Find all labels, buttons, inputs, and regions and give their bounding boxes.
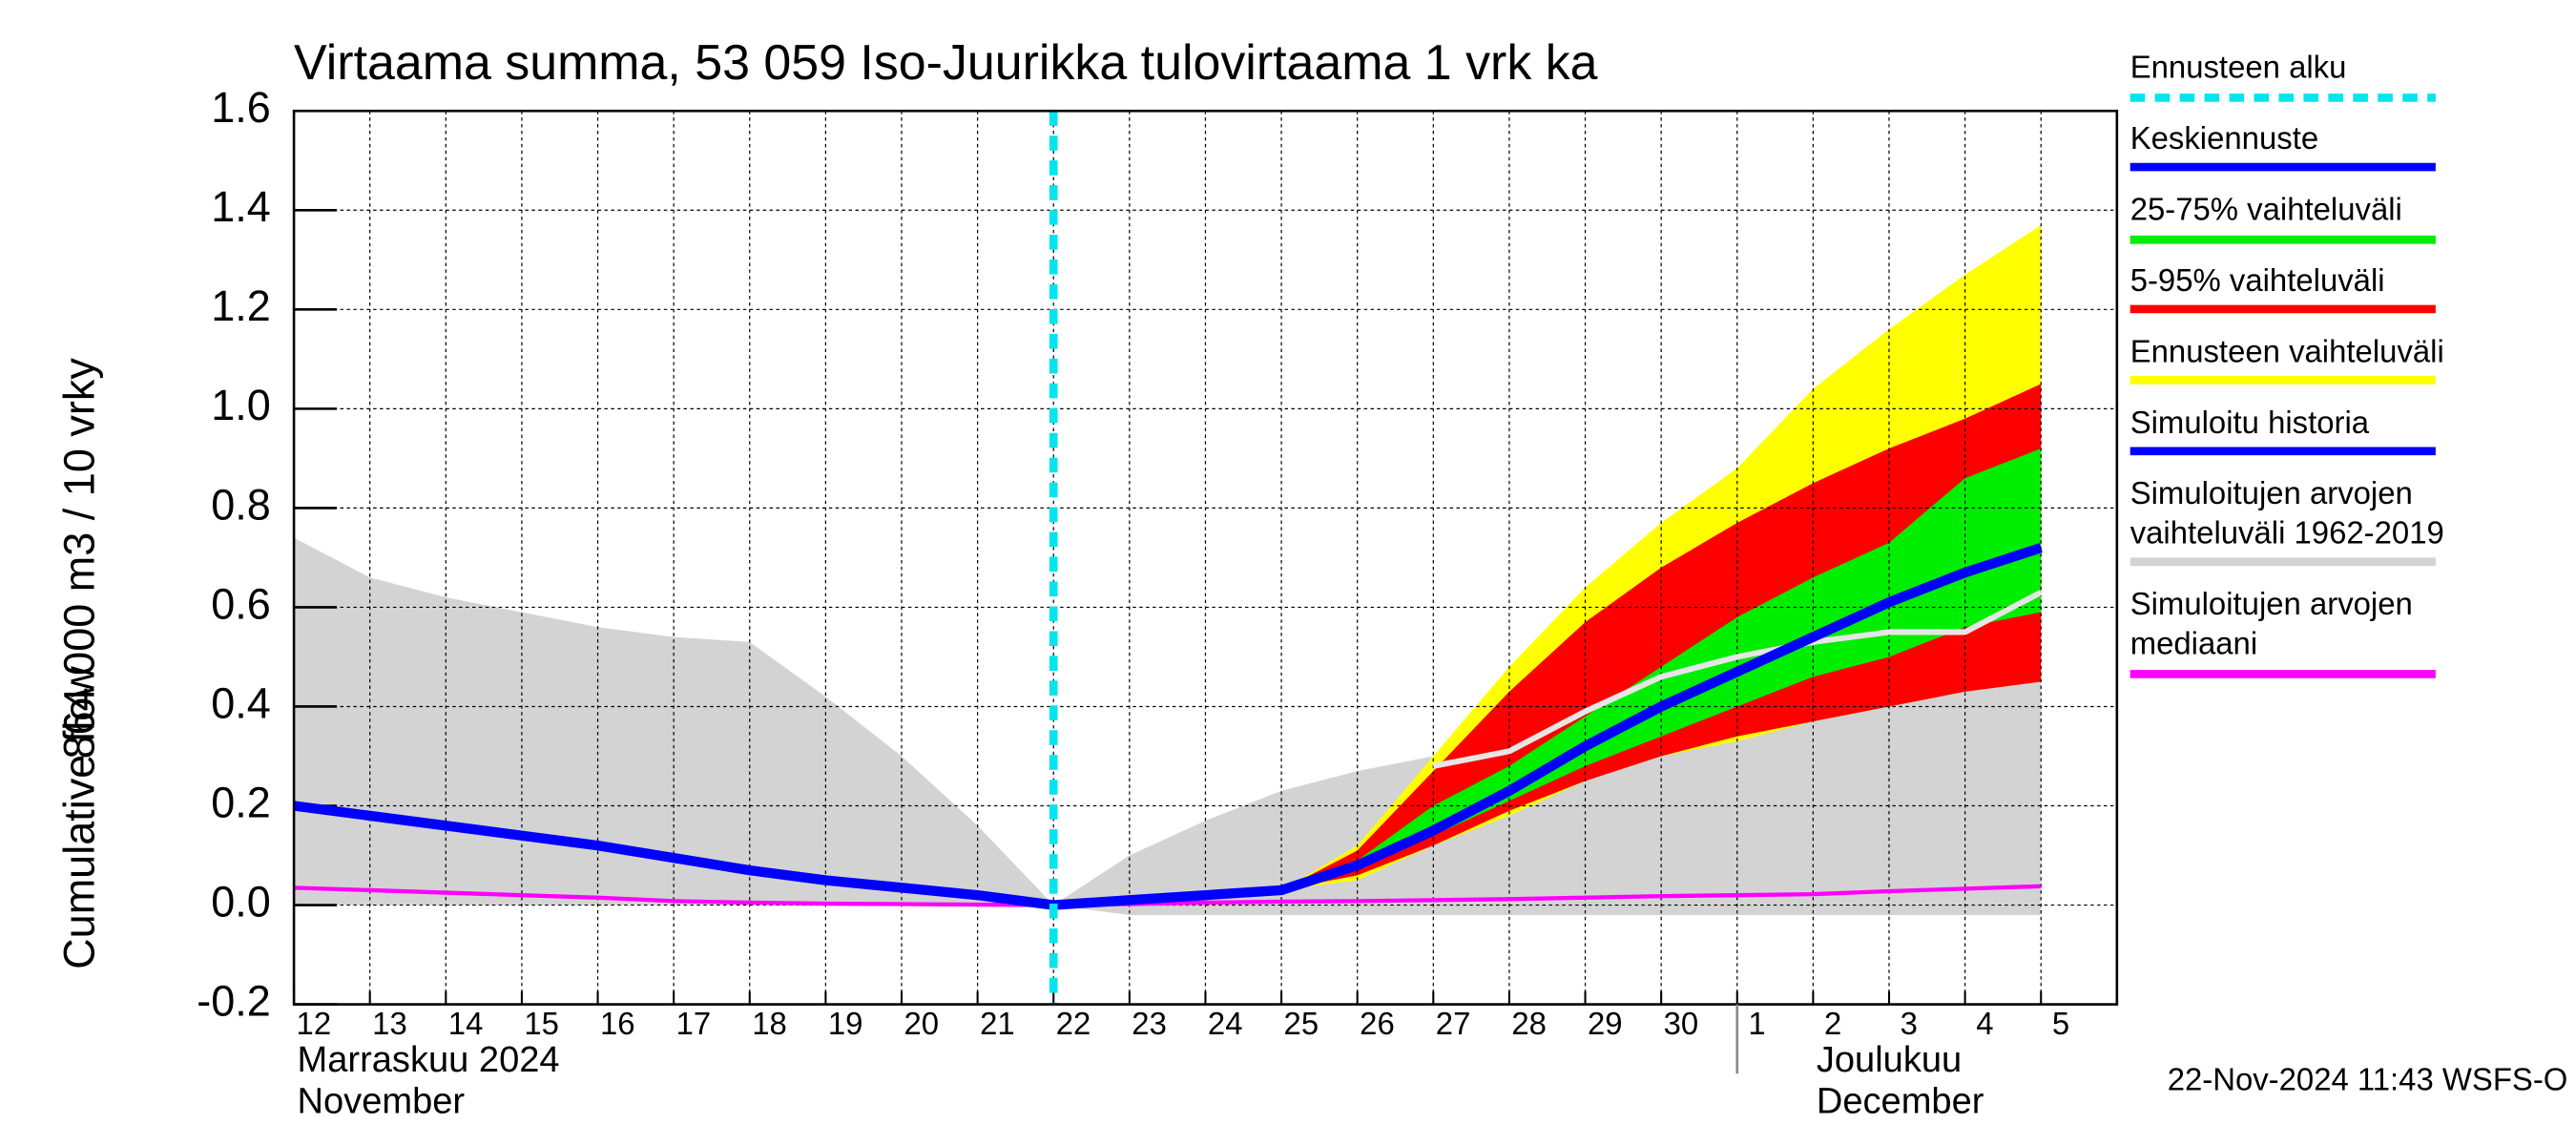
x-tick-label: 17: [676, 1006, 712, 1041]
band: [1281, 448, 2042, 890]
x-tick-label: 18: [752, 1006, 787, 1041]
x-tick-label: 26: [1360, 1006, 1395, 1041]
y-tick-label: 1.6: [211, 83, 271, 132]
x-tick-label: 12: [297, 1006, 332, 1041]
y-tick-label: 1.2: [211, 281, 271, 330]
month-label: Joulukuu: [1817, 1040, 1962, 1080]
y-axis-label: Cumulative flow: [54, 666, 103, 969]
footer: 22-Nov-2024 11:43 WSFS-O: [2168, 1062, 2568, 1097]
legend-item: Simuloitujen arvojen mediaani: [2129, 588, 2413, 663]
x-tick-label: 13: [372, 1006, 407, 1041]
line: [293, 801, 1054, 910]
x-tick-label: 28: [1511, 1006, 1547, 1041]
legend-label: Simuloitujen arvojen vaihteluväli 1962-2…: [2129, 477, 2444, 552]
x-tick-label: 30: [1664, 1006, 1699, 1041]
month-label: November: [298, 1082, 466, 1122]
y-axis-label: 864 000 m3 / 10 vrky: [54, 358, 103, 760]
legend-label: 5-95% vaihteluväli: [2129, 264, 2385, 300]
plot-frame: [292, 109, 2119, 1006]
y-tick-label: 0.0: [211, 877, 271, 926]
x-tick-label: 1: [1748, 1006, 1765, 1041]
x-tick-label: 3: [1901, 1006, 1918, 1041]
y-tick-label: 1.4: [211, 182, 271, 231]
x-tick-label: 22: [1056, 1006, 1091, 1041]
x-tick-label: 16: [600, 1006, 635, 1041]
legend-item: Ennusteen vaihteluväli: [2129, 335, 2444, 370]
line: [1432, 590, 2043, 769]
month-label: Marraskuu 2024: [298, 1040, 560, 1080]
y-tick-label: 1.0: [211, 381, 271, 429]
x-tick-label: 5: [2052, 1006, 2069, 1041]
y-tick-label: 0.4: [211, 678, 271, 727]
legend-label: Simuloitujen arvojen mediaani: [2129, 588, 2413, 663]
x-tick-label: 27: [1436, 1006, 1471, 1041]
x-tick-label: 4: [1976, 1006, 1993, 1041]
band: [1281, 224, 2042, 890]
x-tick-label: 23: [1132, 1006, 1167, 1041]
line: [294, 884, 2042, 907]
band: [1281, 384, 2042, 890]
x-tick-label: 19: [828, 1006, 863, 1041]
x-tick-label: 25: [1284, 1006, 1319, 1041]
y-tick-label: -0.2: [197, 976, 271, 1025]
legend-item: 25-75% vaihteluväli: [2129, 193, 2402, 229]
y-tick-label: 0.8: [211, 480, 271, 529]
band: [294, 537, 2042, 915]
x-tick-label: 2: [1824, 1006, 1841, 1041]
line: [1052, 543, 2043, 910]
legend-label: Ennusteen alku: [2129, 51, 2347, 87]
legend-label: 25-75% vaihteluväli: [2129, 193, 2402, 229]
y-tick-label: 0.6: [211, 579, 271, 628]
x-tick-label: 20: [904, 1006, 939, 1041]
legend-label: Simuloitu historia: [2129, 406, 2370, 442]
legend-item: Simuloitujen arvojen vaihteluväli 1962-2…: [2129, 477, 2444, 552]
month-label: December: [1817, 1082, 1984, 1122]
legend-label: Keskiennuste: [2129, 122, 2319, 157]
legend-label: Ennusteen vaihteluväli: [2129, 335, 2444, 370]
legend-item: Keskiennuste: [2129, 122, 2319, 157]
legend-item: Simuloitu historia: [2129, 406, 2370, 442]
y-tick-label: 0.2: [211, 778, 271, 826]
x-tick-label: 24: [1208, 1006, 1243, 1041]
x-tick-label: 21: [980, 1006, 1015, 1041]
legend-item: Ennusteen alku: [2129, 51, 2347, 87]
x-tick-label: 29: [1588, 1006, 1623, 1041]
x-tick-label: 14: [448, 1006, 484, 1041]
legend-item: 5-95% vaihteluväli: [2129, 264, 2385, 300]
chart-title: Virtaama summa, 53 059 Iso-Juurikka tulo…: [294, 35, 1598, 91]
x-tick-label: 15: [524, 1006, 559, 1041]
